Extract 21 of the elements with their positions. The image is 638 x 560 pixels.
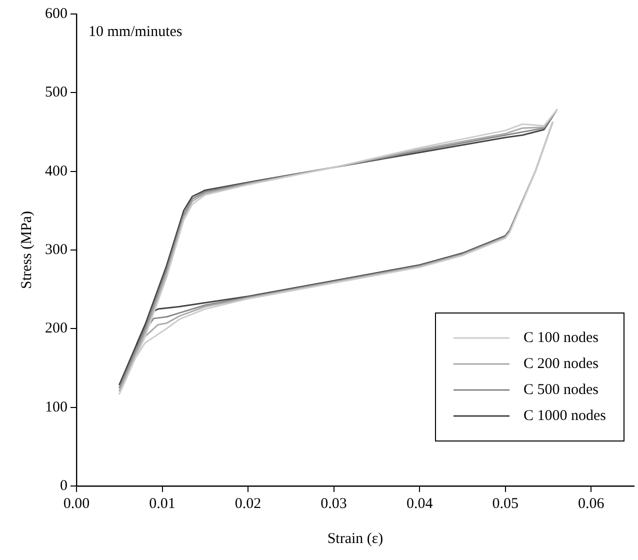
x-tick-label: 0.00 (63, 496, 90, 512)
annotation: 10 mm/minutes (88, 24, 182, 40)
x-tick-label: 0.05 (492, 496, 518, 512)
x-axis-title: Strain (ε) (327, 530, 384, 547)
y-tick-label: 0 (60, 478, 68, 494)
legend-label: C 1000 nodes (524, 408, 606, 424)
x-tick-label: 0.02 (234, 496, 262, 512)
y-axis-title: Stress (MPa) (18, 211, 35, 289)
y-tick-label: 600 (45, 6, 68, 22)
y-tick-label: 400 (45, 163, 68, 180)
x-tick-label: 0.01 (149, 496, 176, 512)
x-tick-label: 0.06 (578, 496, 605, 512)
legend-label: C 500 nodes (524, 382, 599, 398)
x-tick-label: 0.04 (406, 496, 434, 512)
legend-label: C 200 nodes (524, 356, 599, 372)
y-tick-label: 300 (45, 242, 68, 258)
y-tick-label: 500 (45, 84, 68, 101)
x-tick-label: 0.03 (320, 496, 347, 512)
y-tick-label: 200 (45, 320, 68, 337)
legend-label: C 100 nodes (524, 330, 599, 346)
y-tick-label: 100 (45, 399, 68, 416)
